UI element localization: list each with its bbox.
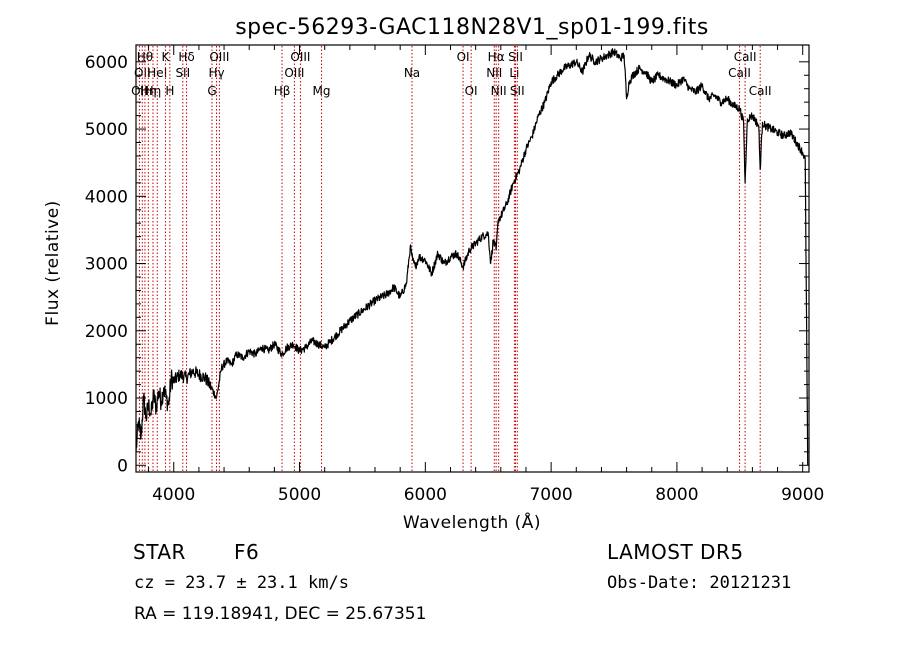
line-markers: OIIOIIHθHηHηHeIKHSIIHδGHγOIIIHβOIIIOIIIM… (131, 46, 772, 471)
line-marker-label: Hβ (274, 84, 291, 98)
y-tick-label: 0 (117, 456, 128, 476)
line-marker-label: Hα (488, 50, 505, 64)
line-marker-label: SII (508, 50, 523, 64)
survey-name: LAMOST DR5 (607, 540, 744, 564)
y-tick-label: 2000 (85, 322, 128, 342)
y-tick-label: 5000 (85, 120, 128, 140)
line-marker-label: HeI (147, 66, 167, 80)
line-marker-label: CaII (734, 50, 757, 64)
line-marker-label: SII (175, 66, 190, 80)
line-marker-label: CaII (728, 66, 751, 80)
plot-frame (135, 44, 810, 473)
line-marker-label: CaII (749, 84, 772, 98)
x-tick-label: 8000 (655, 485, 698, 505)
x-tick-label: 9000 (781, 485, 824, 505)
x-tick-label: 7000 (529, 485, 572, 505)
spectrum-series (135, 48, 809, 466)
line-marker-label: Hη (140, 84, 157, 98)
line-marker-label: OII (131, 84, 148, 98)
y-tick-label: 4000 (85, 187, 128, 207)
line-marker-label: Na (404, 66, 420, 80)
object-class: STAR (133, 540, 186, 564)
line-marker-label: SII (510, 84, 525, 98)
redshift-velocity: cz = 23.7 ± 23.1 km/s (134, 573, 349, 593)
line-marker-label: G (207, 84, 216, 98)
line-marker-label: OIII (284, 66, 304, 80)
line-marker-label: Li (509, 66, 519, 80)
x-tick-label: 6000 (404, 485, 447, 505)
line-marker-label: NII (491, 84, 507, 98)
y-tick-label: 3000 (85, 255, 128, 275)
line-marker-label: Hδ (178, 50, 194, 64)
x-tick-label: 5000 (278, 485, 321, 505)
line-marker-label: OI (465, 84, 478, 98)
line-marker-label: OII (134, 66, 151, 80)
y-axis-label: Flux (relative) (43, 200, 63, 326)
line-marker-label: NII (486, 66, 502, 80)
ra-dec-coordinates: RA = 119.18941, DEC = 25.67351 (134, 604, 427, 624)
line-marker-label: Hη (145, 84, 162, 98)
x-tick-label: 4000 (152, 485, 195, 505)
object-subclass: F6 (234, 540, 260, 564)
line-marker-label: Mg (313, 84, 331, 98)
x-axis-label: Wavelength (Å) (403, 511, 541, 533)
line-marker-label: OI (457, 50, 470, 64)
line-marker-label: H (165, 84, 174, 98)
chart-title: spec-56293-GAC118N28V1_sp01-199.fits (235, 15, 709, 40)
line-marker-label: OIII (209, 50, 229, 64)
axes: 4000 5000 6000 7000 8000 9000 0 1000 2000 3000 400… (85, 44, 824, 505)
y-tick-label: 6000 (85, 53, 128, 73)
line-marker-label: K (161, 50, 170, 64)
line-marker-label: OIII (290, 50, 310, 64)
line-marker-label: Hγ (208, 66, 224, 80)
spectrum-line (135, 48, 809, 466)
line-marker-label: Hθ (137, 50, 153, 64)
observation-date: Obs-Date: 20121231 (607, 573, 792, 593)
y-tick-label: 1000 (85, 389, 128, 409)
